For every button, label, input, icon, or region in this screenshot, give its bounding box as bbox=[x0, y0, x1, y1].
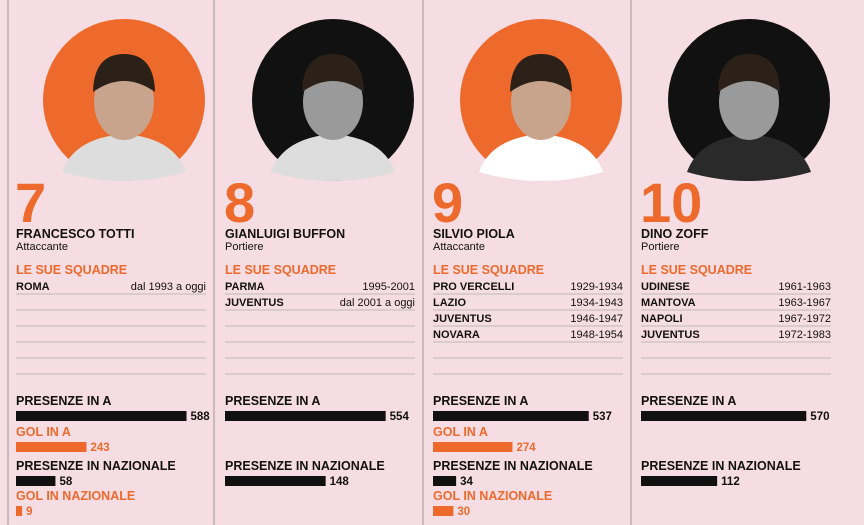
player-photo bbox=[43, 19, 205, 181]
stat-value: 148 bbox=[330, 476, 350, 488]
stat-label: PRESENZE IN NAZIONALE bbox=[641, 459, 801, 473]
stat-bar bbox=[641, 476, 718, 486]
team-period: dal 2001 a oggi bbox=[340, 297, 415, 309]
stat-value: 554 bbox=[390, 411, 410, 423]
photo-shoulders bbox=[271, 134, 395, 181]
stat-label: PRESENZE IN A bbox=[641, 394, 736, 408]
stat-value: 34 bbox=[460, 476, 473, 488]
teams-title: LE SUE SQUADRE bbox=[433, 263, 544, 277]
stat-value: 30 bbox=[457, 506, 470, 518]
player-photo bbox=[668, 19, 830, 181]
player-name: DINO ZOFF bbox=[641, 227, 709, 241]
team-name: LAZIO bbox=[433, 297, 466, 309]
team-period: 1948-1954 bbox=[570, 329, 623, 341]
team-name: JUVENTUS bbox=[433, 313, 492, 325]
stat-bar bbox=[433, 411, 589, 421]
team-name: PRO VERCELLI bbox=[433, 281, 514, 293]
stat-value: 274 bbox=[516, 442, 536, 454]
photo-hair bbox=[93, 54, 155, 92]
stat-bar bbox=[433, 506, 454, 516]
team-name: ROMA bbox=[16, 281, 50, 293]
stat-label: GOL IN A bbox=[16, 425, 71, 439]
team-period: 1934-1943 bbox=[570, 297, 623, 309]
stat-bar bbox=[16, 442, 87, 452]
stat-bar bbox=[433, 442, 513, 452]
stat-value: 570 bbox=[810, 411, 829, 423]
team-period: 1967-1972 bbox=[778, 313, 831, 325]
player-photo bbox=[460, 19, 622, 181]
teams-title: LE SUE SQUADRE bbox=[16, 263, 127, 277]
stat-bar bbox=[641, 411, 807, 421]
photo-hair bbox=[718, 54, 780, 92]
player-role: Portiere bbox=[641, 241, 680, 253]
stat-label: GOL IN NAZIONALE bbox=[433, 489, 552, 503]
photo-shoulders bbox=[62, 134, 186, 181]
player-name: SILVIO PIOLA bbox=[433, 227, 515, 241]
player-rank: 9 bbox=[432, 171, 463, 234]
player-rank: 10 bbox=[640, 171, 702, 234]
stat-bar bbox=[225, 411, 386, 421]
stat-bar bbox=[16, 476, 56, 486]
photo-shoulders bbox=[687, 134, 811, 181]
team-period: 1995-2001 bbox=[362, 281, 415, 293]
stat-label: GOL IN NAZIONALE bbox=[16, 489, 135, 503]
stat-bar bbox=[433, 476, 457, 486]
player-rank: 8 bbox=[224, 171, 255, 234]
team-period: 1963-1967 bbox=[778, 297, 831, 309]
stat-value: 588 bbox=[191, 411, 211, 423]
team-period: 1961-1963 bbox=[778, 281, 831, 293]
player-role: Attaccante bbox=[16, 241, 68, 253]
team-name: PARMA bbox=[225, 281, 265, 293]
player-role: Attaccante bbox=[433, 241, 485, 253]
player-role: Portiere bbox=[225, 241, 264, 253]
team-name: UDINESE bbox=[641, 281, 690, 293]
team-period: 1929-1934 bbox=[570, 281, 623, 293]
teams-title: LE SUE SQUADRE bbox=[225, 263, 336, 277]
stat-value: 112 bbox=[721, 476, 740, 488]
stat-label: PRESENZE IN NAZIONALE bbox=[433, 459, 593, 473]
stat-value: 243 bbox=[90, 442, 109, 454]
stat-value: 58 bbox=[59, 476, 72, 488]
photo-hair bbox=[510, 54, 572, 92]
player-photo bbox=[252, 19, 414, 181]
photo-hair bbox=[302, 54, 364, 92]
stat-label: PRESENZE IN A bbox=[433, 394, 528, 408]
team-name: NAPOLI bbox=[641, 313, 683, 325]
stat-label: PRESENZE IN NAZIONALE bbox=[16, 459, 176, 473]
team-period: 1972-1983 bbox=[778, 329, 831, 341]
stat-label: PRESENZE IN A bbox=[16, 394, 111, 408]
stat-label: PRESENZE IN NAZIONALE bbox=[225, 459, 385, 473]
stat-bar bbox=[16, 411, 187, 421]
stat-bar bbox=[16, 506, 23, 516]
team-period: dal 1993 a oggi bbox=[131, 281, 206, 293]
stat-value: 537 bbox=[593, 411, 612, 423]
team-name: JUVENTUS bbox=[641, 329, 700, 341]
stat-value: 9 bbox=[26, 506, 32, 518]
team-period: 1946-1947 bbox=[570, 313, 623, 325]
team-name: JUVENTUS bbox=[225, 297, 284, 309]
team-name: NOVARA bbox=[433, 329, 480, 341]
stat-label: PRESENZE IN A bbox=[225, 394, 320, 408]
photo-shoulders bbox=[479, 134, 603, 181]
player-name: GIANLUIGI BUFFON bbox=[225, 227, 345, 241]
player-name: FRANCESCO TOTTI bbox=[16, 227, 135, 241]
team-name: MANTOVA bbox=[641, 297, 696, 309]
teams-title: LE SUE SQUADRE bbox=[641, 263, 752, 277]
stat-label: GOL IN A bbox=[433, 425, 488, 439]
player-rank: 7 bbox=[15, 171, 46, 234]
stat-bar bbox=[225, 476, 326, 486]
